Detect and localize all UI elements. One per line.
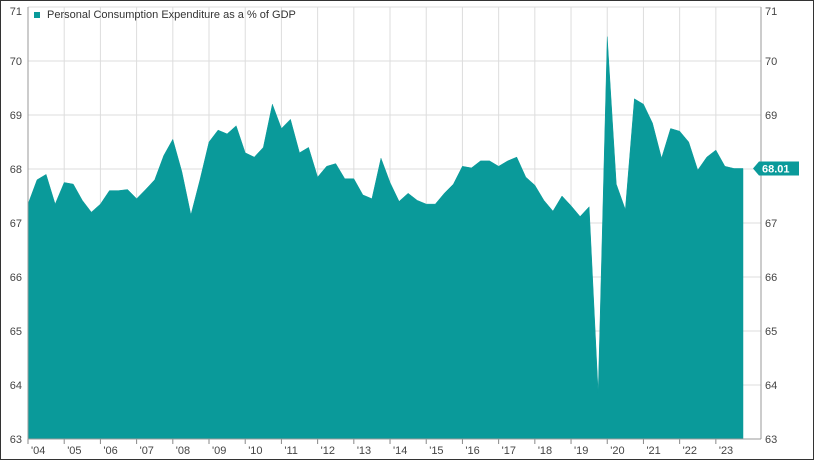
x-tick-label: '04 <box>31 445 45 457</box>
x-tick-label: '21 <box>646 445 660 457</box>
x-tick-label: '15 <box>429 445 443 457</box>
x-tick-label: '05 <box>67 445 81 457</box>
x-tick-label: '14 <box>393 445 407 457</box>
x-tick-label: '13 <box>357 445 371 457</box>
y-tick-label-left: 65 <box>10 326 22 338</box>
x-tick-label: '22 <box>683 445 697 457</box>
y-tick-label-right: 67 <box>765 218 777 230</box>
x-tick-label: '09 <box>212 445 226 457</box>
legend[interactable]: Personal Consumption Expenditure as a % … <box>34 9 296 21</box>
x-tick-label: '18 <box>538 445 552 457</box>
x-tick-label: '06 <box>103 445 117 457</box>
last-value-label: 68.01 <box>753 161 799 176</box>
x-tick-label: '07 <box>140 445 154 457</box>
axes: 636364646565666667676868696970707171'04'… <box>10 6 778 457</box>
x-tick-label: '11 <box>284 445 298 457</box>
y-tick-label-left: 69 <box>10 110 22 122</box>
x-tick-label: '23 <box>719 445 733 457</box>
y-tick-label-right: 64 <box>765 380 777 392</box>
last-value-label-text: 68.01 <box>762 163 790 175</box>
y-tick-label-left: 63 <box>10 434 22 446</box>
last-value-label-bg <box>753 161 799 176</box>
x-tick-label: '17 <box>502 445 516 457</box>
y-tick-label-right: 69 <box>765 110 777 122</box>
y-tick-label-right: 66 <box>765 272 777 284</box>
y-tick-label-right: 70 <box>765 56 777 68</box>
x-tick-label: '10 <box>248 445 262 457</box>
y-tick-label-left: 67 <box>10 218 22 230</box>
y-tick-label-left: 66 <box>10 272 22 284</box>
x-tick-label: '20 <box>610 445 624 457</box>
x-tick-label: '08 <box>176 445 190 457</box>
y-tick-label-right: 71 <box>765 6 777 18</box>
x-tick-label: '19 <box>574 445 588 457</box>
y-tick-label-right: 65 <box>765 326 777 338</box>
y-tick-label-left: 64 <box>10 380 22 392</box>
series-area-group <box>27 36 744 440</box>
legend-swatch <box>34 12 40 18</box>
x-tick-label: '16 <box>465 445 479 457</box>
legend-label: Personal Consumption Expenditure as a % … <box>47 9 296 21</box>
y-tick-label-left: 71 <box>10 6 22 18</box>
series-area <box>27 36 744 440</box>
y-tick-label-left: 68 <box>10 164 22 176</box>
y-tick-label-left: 70 <box>10 56 22 68</box>
y-tick-label-right: 63 <box>765 434 777 446</box>
x-tick-label: '12 <box>321 445 335 457</box>
